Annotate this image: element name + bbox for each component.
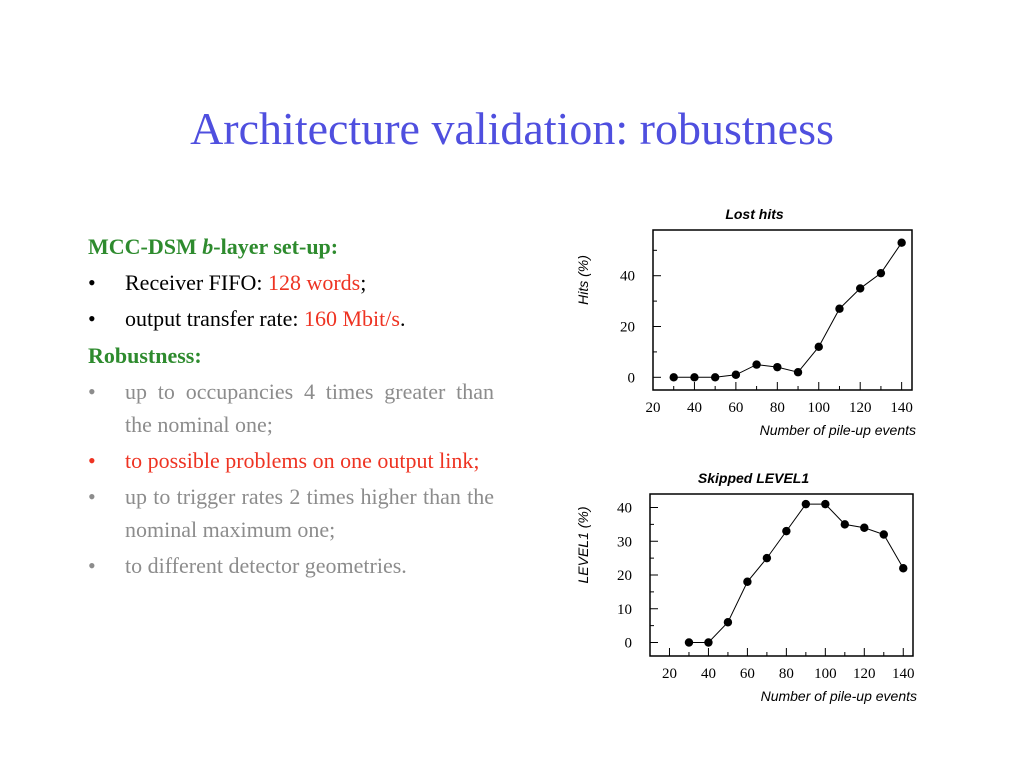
lost-hits-chart: Lost hits 20 40 60 80 100 120 140 0 20 40 Number of… [575, 206, 916, 438]
transfer-rate-label: output transfer rate: [125, 306, 304, 331]
slide-body: MCC-DSM b-layer set-up: • Receiver FIFO:… [88, 230, 494, 582]
slide-title: Architecture validation: robustness [190, 103, 834, 154]
bullet-marker: • [88, 306, 96, 331]
y-tick-label: 10 [617, 602, 632, 618]
y-tick-label: 20 [620, 320, 635, 336]
data-point [814, 342, 823, 352]
transfer-rate-item: • output transfer rate: 160 Mbit/s. [88, 302, 494, 335]
data-point [793, 368, 803, 377]
skipped-level1-chart: Skipped LEVEL1 20 40 60 80 100 120 140 0 10 20 30 40… [575, 470, 917, 704]
chart-title: Lost hits [725, 206, 784, 222]
y-tick-label: 30 [617, 534, 632, 550]
x-axis-label: Number of pile-up events [761, 688, 917, 704]
data-point [860, 523, 869, 532]
setup-heading-italic: b [202, 234, 214, 259]
bullet-marker: • [88, 448, 96, 473]
output-link-item: • to possible problems on one output lin… [88, 444, 494, 477]
setup-heading-prefix: MCC-DSM [88, 234, 203, 259]
bullet-marker: • [88, 379, 96, 404]
x-axis-label: Number of pile-up events [760, 422, 916, 438]
x-tick-label: 140 [892, 666, 915, 682]
data-point [710, 373, 720, 382]
series-line [688, 503, 904, 643]
y-axis-label: Hits (%) [575, 255, 591, 305]
occupancy-item: • up to occupancies 4 times greater than… [88, 375, 494, 441]
data-point [782, 526, 791, 536]
x-tick-label: 20 [662, 666, 677, 682]
trigger-rate-item: • up to trigger rates 2 times higher tha… [88, 480, 494, 546]
data-point [704, 638, 713, 647]
x-tick-label: 40 [687, 400, 702, 416]
x-tick-label: 120 [853, 666, 876, 682]
geometry-text: to different detector geometries. [125, 553, 407, 578]
x-tick-label: 80 [770, 400, 785, 416]
bullet-marker: • [88, 270, 96, 295]
output-link-text: to possible problems on one output link; [125, 448, 480, 473]
y-tick-label: 40 [620, 269, 635, 285]
data-point [879, 530, 888, 539]
robustness-heading: Robustness: [88, 343, 202, 368]
occupancy-text: up to occupancies 4 times greater than t… [125, 379, 494, 437]
bullet-marker: • [88, 553, 96, 578]
transfer-rate-end: . [399, 306, 406, 331]
x-tick-label: 60 [728, 400, 743, 416]
y-tick-label: 40 [617, 501, 632, 517]
setup-heading: MCC-DSM b-layer set-up: [88, 230, 494, 263]
x-tick-label: 80 [779, 666, 794, 682]
plot-frame [652, 229, 913, 391]
data-point [876, 268, 886, 278]
trigger-rate-text: up to trigger rates 2 times higher than … [125, 484, 494, 542]
data-point [723, 618, 733, 627]
x-tick-label: 20 [646, 400, 661, 416]
fifo-item: • Receiver FIFO: 128 words; [88, 266, 494, 299]
data-point [821, 499, 830, 509]
plot-frame [649, 493, 914, 657]
x-tick-label: 120 [849, 400, 872, 416]
data-point [773, 362, 782, 372]
x-tick-label: 40 [701, 666, 716, 682]
fifo-value: 128 words [267, 270, 361, 295]
geometry-item: • to different detector geometries. [88, 549, 494, 582]
data-point [731, 370, 741, 379]
data-point [897, 238, 906, 247]
data-point [669, 373, 678, 382]
data-point [762, 553, 772, 563]
x-tick-label: 100 [814, 666, 837, 682]
data-point [840, 520, 850, 529]
x-tick-label: 60 [740, 666, 755, 682]
y-tick-label: 0 [625, 636, 633, 652]
data-point [801, 499, 811, 509]
data-point [752, 360, 761, 369]
data-point [743, 577, 752, 586]
fifo-end: ; [360, 270, 367, 295]
data-point [835, 304, 844, 313]
setup-heading-suffix: -layer set-up: [213, 234, 339, 259]
data-point [684, 638, 694, 647]
chart-title: Skipped LEVEL1 [698, 470, 809, 486]
transfer-rate-value: 160 Mbit/s [304, 306, 400, 331]
series-line [673, 242, 903, 378]
data-point [690, 373, 699, 382]
y-axis-label: LEVEL1 (%) [575, 506, 591, 583]
y-tick-label: 20 [617, 568, 632, 584]
fifo-label: Receiver FIFO: [125, 270, 268, 295]
x-tick-label: 140 [890, 400, 913, 416]
x-tick-label: 100 [808, 400, 831, 416]
y-tick-label: 0 [628, 370, 636, 386]
data-point [856, 284, 865, 293]
bullet-marker: • [88, 484, 96, 509]
data-point [899, 564, 908, 573]
